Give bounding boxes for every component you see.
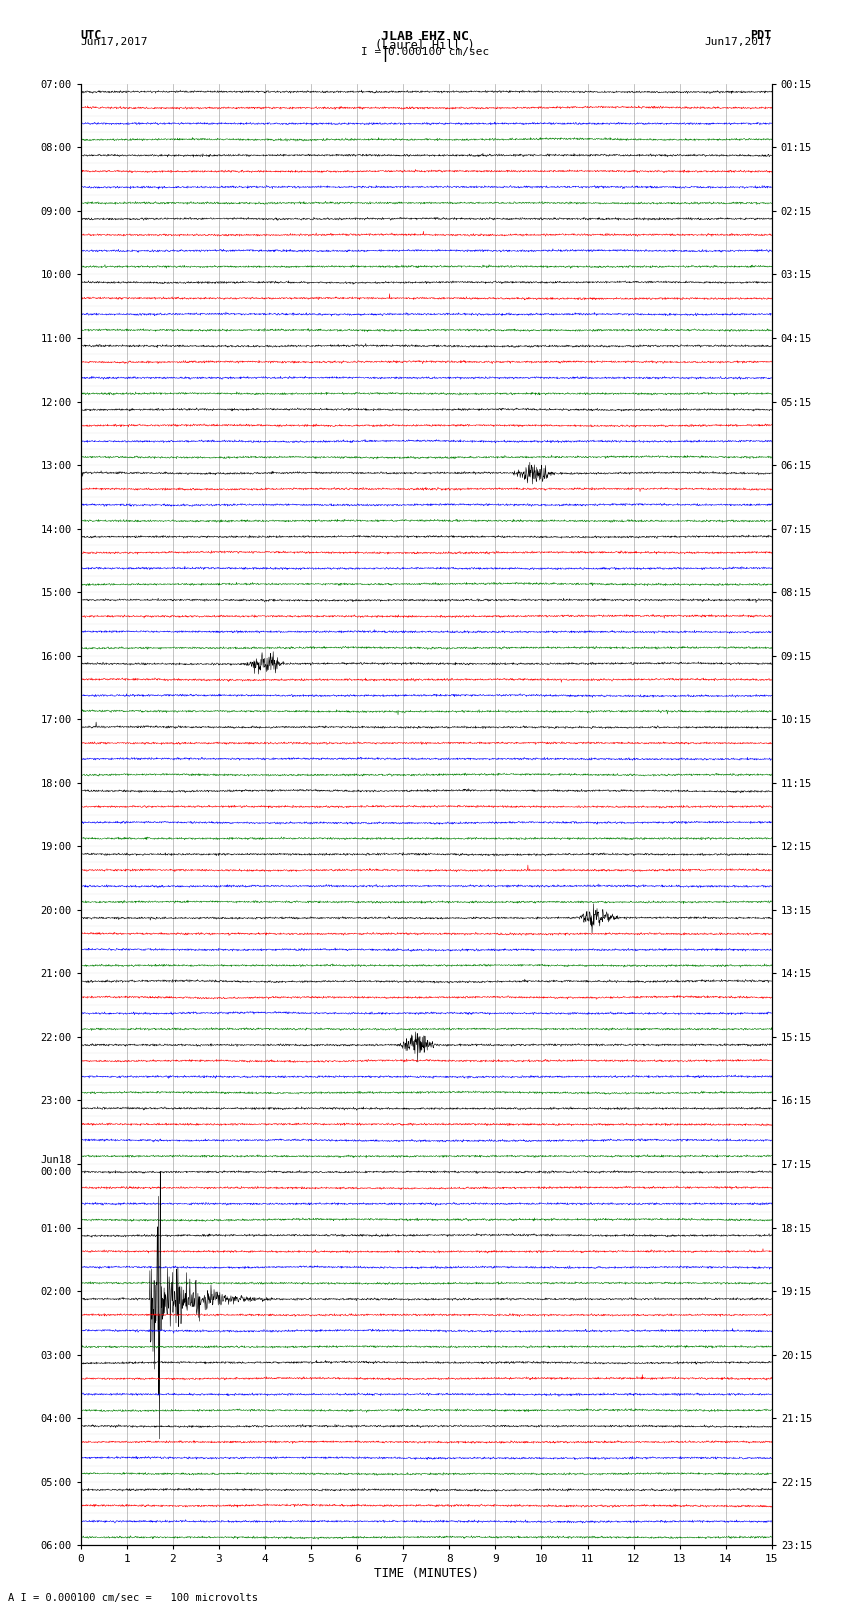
Text: I = 0.000100 cm/sec: I = 0.000100 cm/sec <box>361 47 489 56</box>
Text: PDT: PDT <box>751 29 772 42</box>
X-axis label: TIME (MINUTES): TIME (MINUTES) <box>374 1568 479 1581</box>
Text: A I = 0.000100 cm/sec =   100 microvolts: A I = 0.000100 cm/sec = 100 microvolts <box>8 1594 258 1603</box>
Text: Jun17,2017: Jun17,2017 <box>705 37 772 47</box>
Text: UTC: UTC <box>81 29 102 42</box>
Text: JLAB EHZ NC: JLAB EHZ NC <box>381 31 469 44</box>
Text: (Laurel Hill ): (Laurel Hill ) <box>375 39 475 52</box>
Text: Jun17,2017: Jun17,2017 <box>81 37 148 47</box>
